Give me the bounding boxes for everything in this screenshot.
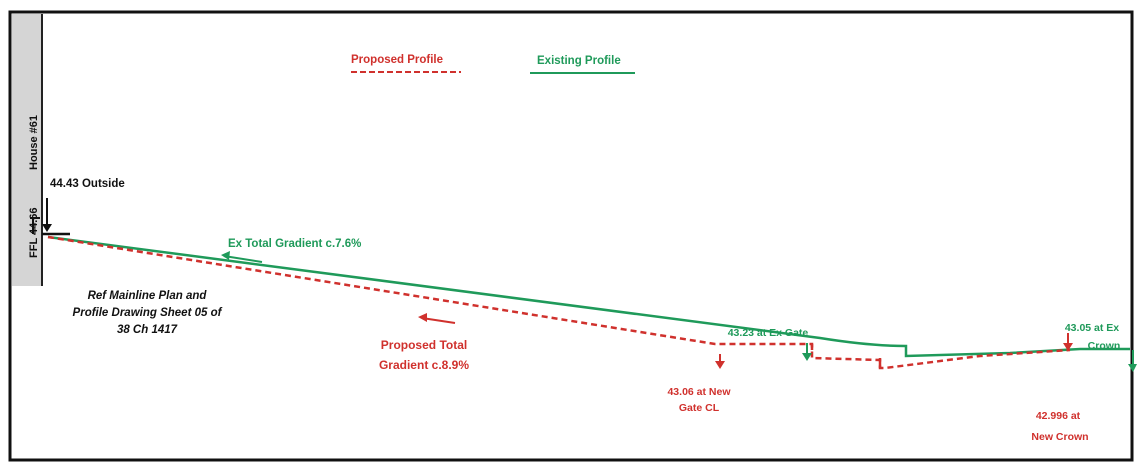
- ex-gradient-arrowhead: [221, 251, 230, 260]
- legend-proposed-label: Proposed Profile: [351, 54, 443, 66]
- ex-gradient-label: Ex Total Gradient c.7.6%: [228, 238, 361, 250]
- prop-gradient-line2: Gradient c.8.9%: [379, 358, 469, 372]
- new-gate-line2: Gate CL: [679, 402, 720, 414]
- house-wall: [12, 14, 42, 286]
- new-crown-arrowhead: [1063, 343, 1073, 351]
- new-crown-line1: 42.996 at: [1036, 410, 1081, 422]
- outside-level-label: 44.43 Outside: [50, 178, 125, 190]
- ex-gradient-arrow: [223, 255, 263, 263]
- outside-arrowhead: [42, 224, 52, 232]
- ex-gate-label: 43.23 at Ex Gate: [728, 327, 809, 339]
- ex-crown-line1: 43.05 at Ex: [1065, 322, 1119, 334]
- ref-note-line3: 38 Ch 1417: [117, 324, 178, 336]
- prop-gradient-arrowhead: [418, 313, 427, 322]
- new-gate-arrowhead: [715, 361, 725, 369]
- ref-note-line1: Ref Mainline Plan and: [88, 290, 208, 302]
- house-name: House #61: [28, 115, 40, 170]
- existing-profile-line: [47, 235, 1130, 358]
- prop-gradient-line1: Proposed Total: [381, 338, 467, 352]
- drawing-border: [8, 10, 1134, 462]
- ex-crown-arrowhead: [1128, 364, 1137, 372]
- ex-crown-line2: Crown: [1088, 340, 1121, 352]
- prop-gradient-arrow: [421, 317, 456, 324]
- ref-note-line2: Profile Drawing Sheet 05 of: [73, 307, 223, 319]
- ex-gate-arrowhead: [802, 353, 812, 361]
- ex-gradient-prefix: Ex: [228, 238, 245, 250]
- proposed-profile-line: [47, 235, 1071, 370]
- new-gate-line1: 43.06 at New: [667, 386, 731, 398]
- legend-existing-label: Existing Profile: [537, 55, 621, 67]
- new-crown-line2: New Crown: [1031, 431, 1088, 443]
- ex-gradient-text: Total Gradient c.7.6%: [245, 238, 361, 250]
